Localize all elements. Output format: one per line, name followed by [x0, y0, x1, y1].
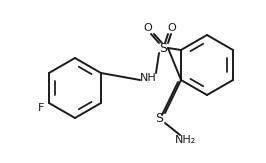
Text: O: O — [144, 23, 152, 33]
Text: F: F — [38, 103, 44, 113]
Text: O: O — [168, 23, 176, 33]
Text: S: S — [155, 111, 163, 125]
Text: NH₂: NH₂ — [174, 135, 196, 145]
Text: NH: NH — [140, 73, 156, 83]
Text: S: S — [159, 42, 167, 54]
